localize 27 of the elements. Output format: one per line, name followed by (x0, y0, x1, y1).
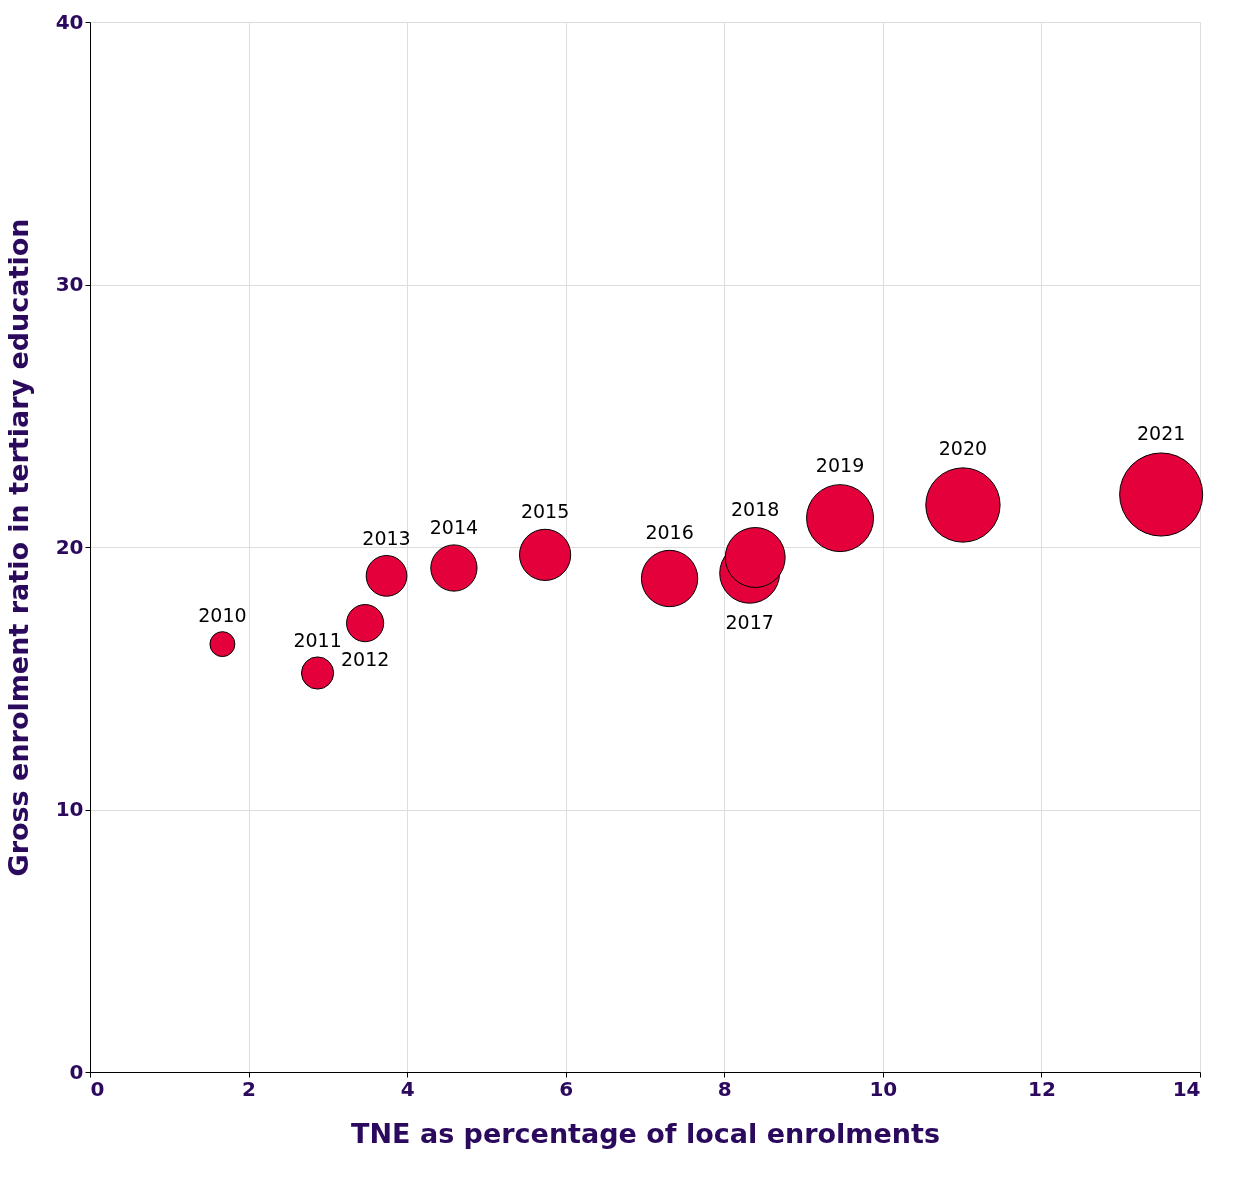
annotation: 2013 (362, 526, 411, 549)
x-tick-label: 10 (869, 1076, 898, 1101)
y-axis-title: Gross enrolment ratio in tertiary education (2, 218, 34, 877)
annotation: 2017 (725, 611, 774, 634)
annotation: 2011 (293, 628, 342, 651)
annotation: 2010 (198, 604, 247, 627)
annotation: 2019 (815, 454, 865, 477)
annotation: 2012 (340, 648, 390, 671)
x-tick-label: 2 (242, 1076, 257, 1101)
y-tick-label: 30 (55, 272, 84, 296)
annotation: 2020 (938, 437, 988, 460)
x-tick-label: 12 (1028, 1076, 1056, 1101)
x-tick-label: 8 (717, 1076, 732, 1101)
annotation: 2014 (429, 515, 479, 538)
annotation: 2015 (520, 499, 570, 522)
annotation: 2021 (1136, 421, 1186, 444)
x-tick-label: 6 (559, 1076, 574, 1101)
y-tick-label: 0 (69, 1059, 84, 1084)
y-tick-label: 40 (55, 9, 84, 34)
x-tick-label: 4 (400, 1076, 415, 1101)
annotation: 2016 (645, 520, 694, 543)
x-axis-title: TNE as percentage of local enrolments (351, 1117, 940, 1149)
x-tick-label: 0 (90, 1076, 105, 1101)
y-tick-label: 20 (55, 534, 84, 559)
annotation: 2018 (731, 497, 780, 520)
x-tick-label: 14 (1172, 1076, 1201, 1101)
y-tick-label: 10 (55, 797, 84, 821)
